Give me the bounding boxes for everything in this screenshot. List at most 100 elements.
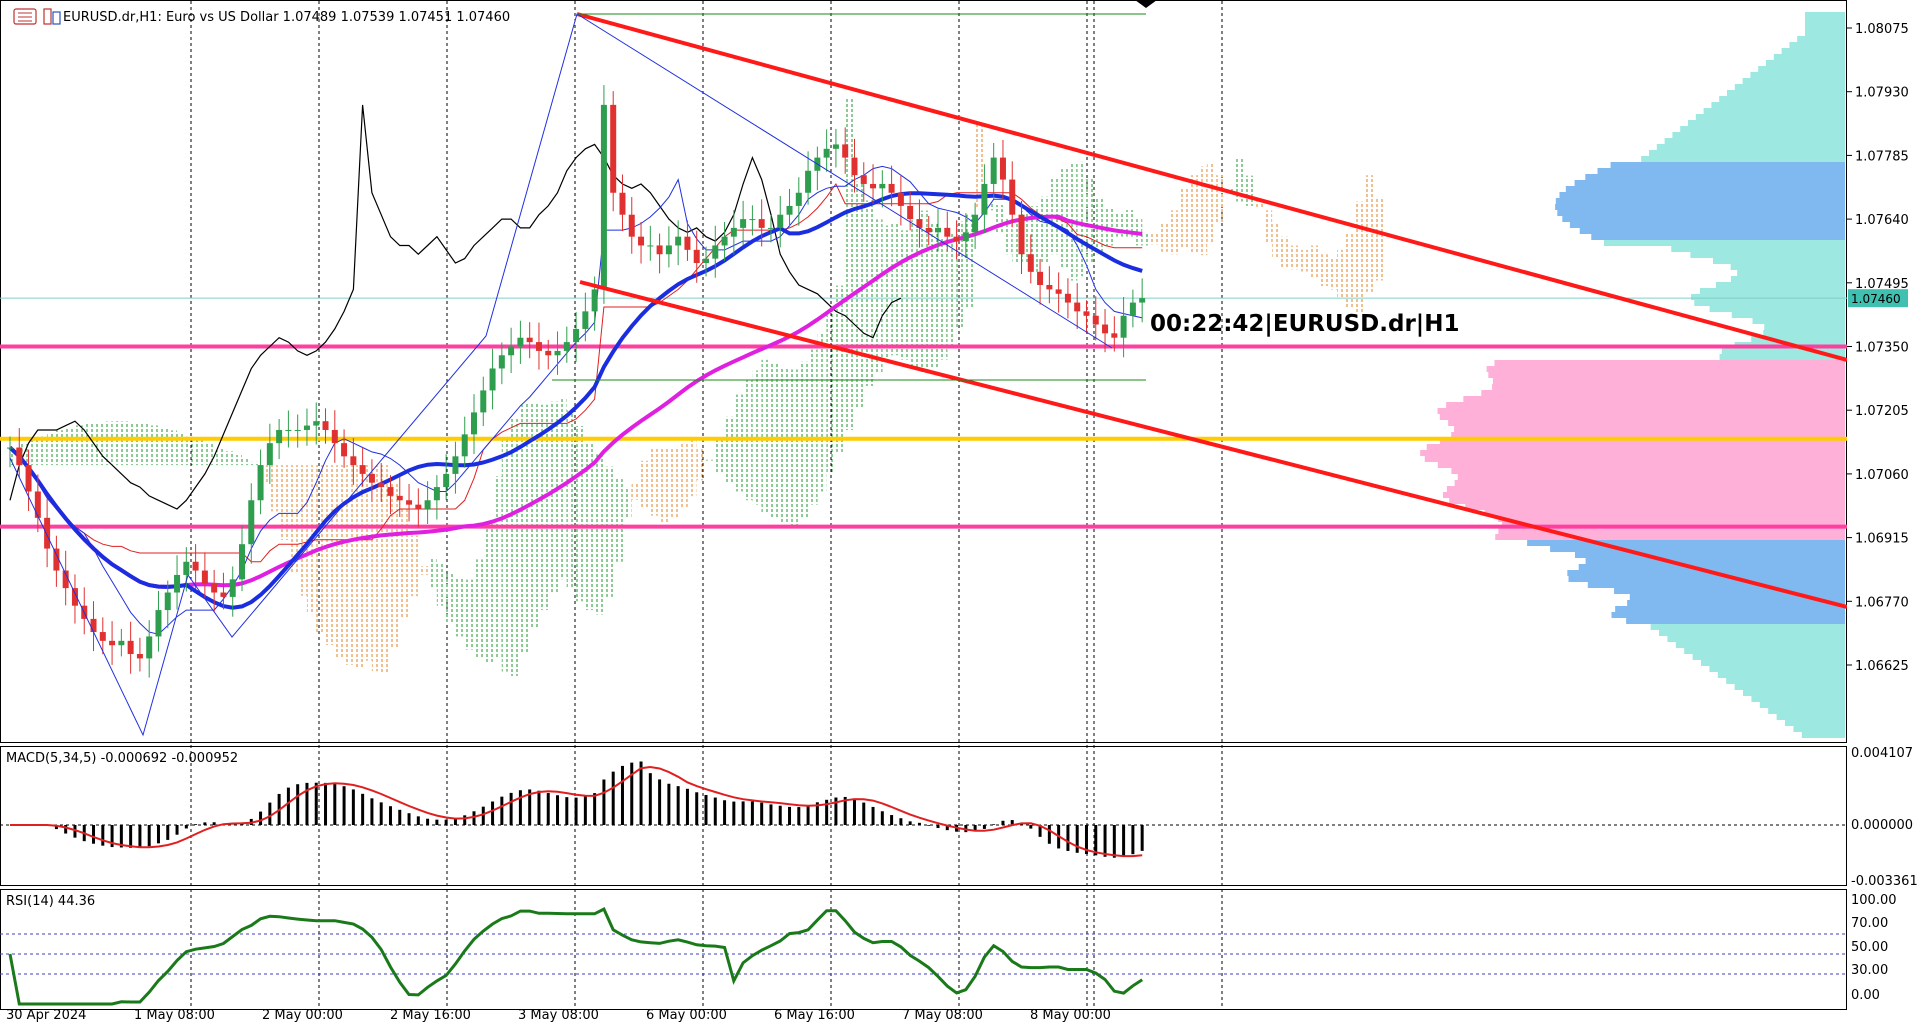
volume-bar <box>1717 672 1845 678</box>
candle-body <box>647 245 654 247</box>
cloud-segment <box>436 563 447 606</box>
vertical-grid <box>190 1 1223 1009</box>
candle-body <box>313 421 320 426</box>
volume-bar <box>1730 264 1845 270</box>
candle-body <box>1120 315 1127 338</box>
candle-body <box>953 236 960 242</box>
cloud-segment <box>1151 232 1161 245</box>
candle-body <box>192 561 199 571</box>
cloud-segment <box>353 465 363 668</box>
candles <box>7 85 1146 678</box>
chart-type-icon[interactable] <box>43 8 61 25</box>
candle-body <box>396 495 403 501</box>
cloud-segment <box>928 223 938 369</box>
volume-bar <box>1555 204 1845 210</box>
macd-label: MACD(5,34,5) -0.000692 -0.000952 <box>6 751 238 766</box>
candle-body <box>535 342 542 351</box>
cloud-segment <box>260 465 270 483</box>
volume-bar <box>1759 702 1845 708</box>
rsi-pane[interactable] <box>0 889 1847 1010</box>
cloud-segment <box>1364 175 1375 292</box>
price-tick-label: 1.07350 <box>1855 341 1909 356</box>
volume-bar <box>1439 414 1845 420</box>
candle-body <box>879 183 886 189</box>
volume-bar <box>1688 120 1845 126</box>
time-tick-label: 7 May 08:00 <box>902 1008 983 1023</box>
candle-body <box>1018 214 1025 255</box>
candle-body <box>201 570 208 584</box>
cloud-segment <box>28 440 38 466</box>
volume-bar <box>1764 324 1845 330</box>
cloud-segment <box>177 433 187 466</box>
volume-bar <box>1442 492 1845 498</box>
rsi-label: RSI(14) 44.36 <box>6 894 95 909</box>
volume-bar <box>1567 570 1845 576</box>
candle-body <box>981 183 988 215</box>
volume-bar <box>1559 192 1845 198</box>
candle-body <box>1092 315 1099 325</box>
candle-body <box>183 561 190 575</box>
candle-body <box>740 219 747 228</box>
cloud-segment <box>1002 217 1013 255</box>
candle-body <box>34 491 41 518</box>
volume-bar <box>1463 396 1845 402</box>
cloud-segment <box>251 461 261 466</box>
cloud-segment <box>1188 175 1198 254</box>
candle-body <box>656 245 663 255</box>
volume-bar <box>1797 36 1845 42</box>
macd-signal-line <box>10 765 1143 858</box>
volume-bar <box>1426 444 1845 450</box>
candle-body <box>211 583 218 593</box>
cloud-segment <box>167 430 178 466</box>
volume-bar <box>1486 366 1845 372</box>
price-tick-label: 1.07785 <box>1855 149 1909 164</box>
price-tick-label: 1.07640 <box>1855 213 1909 228</box>
volume-bar <box>1555 198 1845 204</box>
volume-bar <box>1626 618 1845 624</box>
volume-bar <box>1437 462 1845 468</box>
cloud-segment <box>557 399 567 580</box>
candle-body <box>1009 179 1016 215</box>
cloud-segment <box>223 451 233 466</box>
cloud-segment <box>446 572 456 624</box>
candle-body <box>721 236 728 246</box>
cloud-segment <box>1216 175 1226 222</box>
candle-body <box>443 473 450 488</box>
cloud-segment <box>1346 232 1356 308</box>
candle-body <box>823 148 830 158</box>
cloud-segment <box>1374 197 1384 281</box>
volume-bar <box>1699 288 1845 294</box>
price-axis: 1.08075 1.07930 1.07785 1.07640 1.07495 1.073… <box>1847 22 1918 1003</box>
cloud-segment <box>1114 213 1124 237</box>
volume-bar <box>1752 318 1845 324</box>
candle-body <box>600 104 607 290</box>
cloud-segment <box>427 557 437 589</box>
symbol-info: EURUSD.dr,H1: Euro vs US Dollar 1.07489 … <box>63 10 510 25</box>
candle-body <box>935 227 941 233</box>
cloud-segment <box>112 421 122 466</box>
cloud-segment <box>965 214 976 307</box>
cloud-segment <box>780 368 790 523</box>
volume-bar <box>1742 78 1845 84</box>
channel-upper-line <box>576 12 1847 362</box>
cloud-segment <box>399 509 410 618</box>
volume-bar <box>1457 474 1845 480</box>
candle-body <box>471 412 477 435</box>
cloud-segment <box>622 487 632 518</box>
volume-bar <box>1451 468 1845 474</box>
candle-body <box>359 465 366 474</box>
macd-pane[interactable] <box>0 746 1847 886</box>
price-tick-label: 1.08075 <box>1855 22 1909 37</box>
cloud-segment <box>1290 245 1300 270</box>
volume-bar <box>1557 210 1845 216</box>
volume-bar <box>1664 138 1845 144</box>
cloud-segment <box>529 403 539 628</box>
candle-body <box>777 214 784 228</box>
candle-body <box>675 236 682 246</box>
fast-moving-average <box>8 191 1143 610</box>
candle-body <box>118 640 125 646</box>
cloud-segment <box>149 425 159 466</box>
cloud-segment <box>1179 188 1189 248</box>
volume-bar <box>1454 480 1845 486</box>
